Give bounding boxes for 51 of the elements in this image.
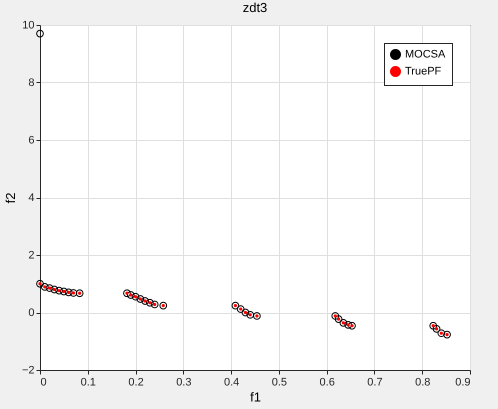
point <box>40 283 49 291</box>
point <box>36 280 44 288</box>
x-tick-label: 0.3 <box>176 376 192 388</box>
y-tick-label: −2 <box>22 364 34 376</box>
x-axis-title: f1 <box>250 390 261 404</box>
point <box>146 298 154 307</box>
x-tick-label: 0.6 <box>320 376 335 388</box>
point <box>443 330 451 338</box>
x-tick-label: 0.1 <box>80 376 96 388</box>
y-tick-label: 10 <box>22 20 34 32</box>
y-tick-label: 8 <box>28 77 34 89</box>
point <box>141 297 149 305</box>
point <box>126 291 135 299</box>
y-tick-label: 6 <box>28 134 34 146</box>
point <box>76 289 84 298</box>
point <box>432 325 440 333</box>
chart-title: zdt3 <box>242 0 268 15</box>
point <box>159 302 168 310</box>
point <box>344 321 352 329</box>
point <box>50 286 58 294</box>
x-tick-label: 0 <box>40 376 47 388</box>
point <box>64 288 73 296</box>
point <box>36 30 44 38</box>
point <box>429 322 438 330</box>
legend-label: MOCSA <box>405 48 446 60</box>
x-tick-label: 0.7 <box>367 376 383 388</box>
point <box>55 286 63 294</box>
x-tick-label: 0.2 <box>128 376 144 388</box>
point <box>340 319 348 327</box>
point <box>246 310 254 319</box>
point <box>132 292 140 301</box>
point <box>60 288 68 296</box>
point <box>348 322 356 330</box>
x-tick-label: 0.5 <box>272 376 288 388</box>
y-tick-label: 4 <box>28 192 34 204</box>
point <box>437 329 446 338</box>
point <box>236 305 245 313</box>
x-tick-label: 0.8 <box>415 376 430 388</box>
point <box>123 289 131 298</box>
x-tick-label: 0.9 <box>455 376 470 388</box>
point <box>232 302 240 310</box>
point <box>150 300 159 308</box>
point <box>334 315 342 323</box>
y-tick-label: 0 <box>28 307 34 319</box>
y-axis-title: f2 <box>2 192 18 204</box>
point <box>331 312 340 320</box>
y-tick-label: 2 <box>28 250 34 262</box>
x-tick-label: 0.4 <box>224 376 240 388</box>
point <box>253 312 261 320</box>
legend-label: TruePF <box>405 66 442 78</box>
point <box>136 295 144 303</box>
